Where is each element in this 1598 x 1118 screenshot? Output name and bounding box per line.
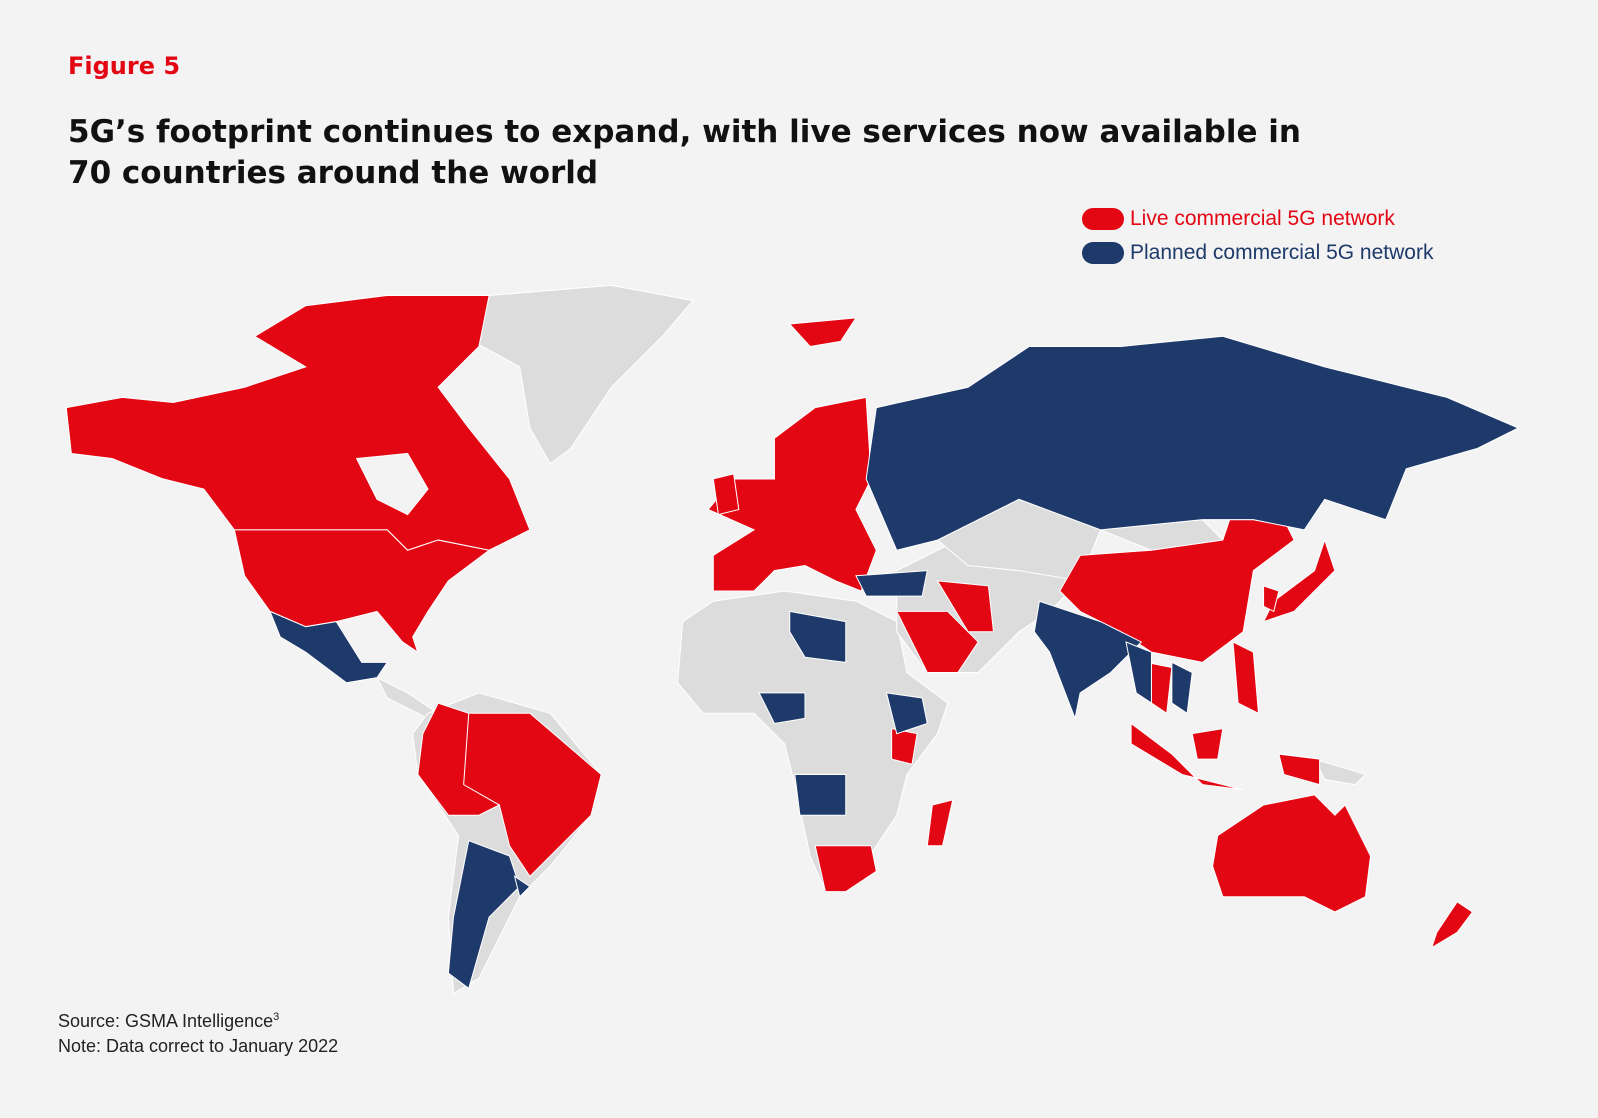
japan: [1262, 538, 1336, 623]
australia: [1212, 794, 1372, 913]
mexico: [269, 610, 389, 684]
legend-swatch: [1082, 242, 1124, 264]
legend-item: Planned commercial 5G network: [1082, 236, 1433, 270]
figure-label: Figure 5: [68, 52, 181, 80]
legend-item: Live commercial 5G network: [1082, 202, 1433, 236]
china: [1059, 508, 1295, 663]
hudson-bay: [355, 452, 429, 516]
vietnam: [1171, 661, 1193, 715]
turkey: [855, 570, 928, 597]
uruguay: [513, 875, 531, 898]
legend-label: Live commercial 5G network: [1130, 207, 1395, 230]
indonesia: [1191, 727, 1224, 760]
nigeria: [758, 692, 806, 725]
africa: [677, 590, 949, 893]
russia: [865, 335, 1520, 551]
angola: [794, 773, 847, 816]
argentina: [447, 839, 521, 990]
greenland: [447, 284, 694, 465]
usa: [233, 529, 491, 654]
south-korea: [1263, 585, 1280, 613]
andean-countries: [417, 702, 501, 816]
kenya: [891, 727, 918, 765]
philippines: [1232, 641, 1260, 715]
iceland: [788, 317, 857, 348]
south-africa: [814, 845, 877, 893]
legend: Live commercial 5G network Planned comme…: [1082, 202, 1433, 270]
central-america: [375, 676, 440, 719]
madagascar: [926, 799, 954, 847]
legend-label: Planned commercial 5G network: [1130, 241, 1434, 264]
note: Note: Data correct to January 2022: [58, 1036, 339, 1056]
saudi-arabia: [895, 610, 979, 674]
libya: [789, 610, 847, 663]
source: Source: GSMA Intelligence3: [58, 1011, 279, 1032]
myanmar: [1125, 641, 1152, 705]
iran: [936, 580, 995, 633]
europe: [707, 396, 877, 592]
ethiopia: [885, 692, 928, 735]
indonesia: [1130, 722, 1244, 791]
map-land: [65, 284, 1520, 995]
title: 5G’s footprint continues to expand, with…: [68, 114, 1301, 191]
uk: [712, 473, 740, 516]
source-text: Source: GSMA Intelligence: [58, 1011, 274, 1031]
canada: [65, 295, 531, 551]
source-footnote: 3: [273, 1011, 280, 1023]
india: [1033, 600, 1143, 721]
indonesia: [1278, 753, 1321, 786]
southeast-asia: [1313, 758, 1367, 786]
legend-swatch: [1082, 208, 1124, 230]
new-zealand: [1430, 901, 1474, 949]
